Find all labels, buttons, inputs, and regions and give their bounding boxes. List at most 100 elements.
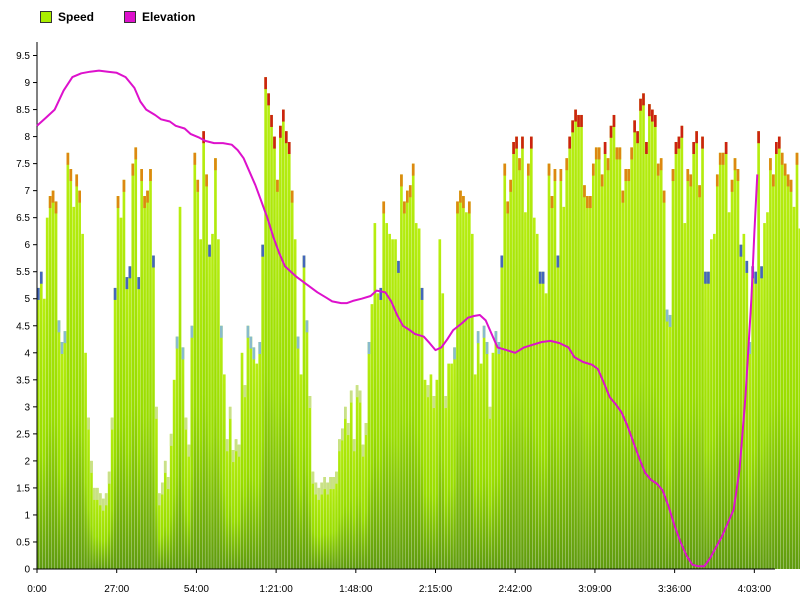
speed-bar (93, 487, 96, 569)
speed-bar (155, 406, 158, 569)
speed-bar (671, 169, 675, 569)
speed-bar (721, 152, 725, 570)
x-tick-label: 3:09:00 (578, 584, 612, 595)
speed-bar (107, 471, 111, 569)
speed-bar (287, 141, 291, 569)
speed-bar (261, 244, 265, 569)
speed-bar (524, 212, 527, 569)
legend-item-speed[interactable]: Speed (40, 10, 94, 24)
speed-bar (571, 120, 574, 569)
speed-bar (668, 314, 672, 569)
y-tick-label: 6 (24, 240, 30, 251)
speed-bar (624, 169, 628, 569)
speed-bar (196, 179, 200, 570)
speed-bar (417, 228, 421, 569)
x-tick-label: 3:36:00 (658, 584, 692, 595)
speed-bar (532, 217, 536, 569)
speed-bar (701, 136, 704, 570)
y-tick-label: 8.5 (16, 105, 30, 116)
speed-bar (255, 363, 259, 569)
x-tick-label: 2:15:00 (419, 584, 453, 595)
speed-bar (163, 460, 167, 569)
speed-bar (341, 428, 344, 569)
speed-bar (465, 212, 468, 569)
speed-bar (231, 450, 235, 569)
speed-bar (187, 444, 191, 569)
speed-bar (497, 341, 501, 569)
y-tick-label: 3.5 (16, 375, 30, 386)
speed-bar (792, 206, 796, 569)
speed-bar (39, 271, 43, 569)
speed-bar (544, 293, 548, 569)
speed-bar (568, 136, 572, 570)
speed-bar (760, 266, 763, 569)
speed-bar (314, 482, 318, 569)
speed-bar (757, 131, 760, 569)
speed-bar (131, 163, 135, 569)
speed-bar (609, 125, 613, 570)
x-tick-label: 2:42:00 (499, 584, 533, 595)
speed-bar (335, 471, 338, 569)
speed-bar (214, 158, 217, 569)
speed-bar (45, 217, 49, 569)
speed-bar (122, 179, 126, 570)
speed-bar (217, 239, 220, 570)
speed-bar (243, 385, 247, 569)
speed-bar (403, 201, 406, 569)
speed-bar (406, 190, 409, 569)
speed-bar (160, 482, 164, 569)
speed-bar (748, 341, 752, 569)
speed-bar (326, 482, 329, 569)
speed-bar (789, 179, 793, 570)
speed-bar (766, 212, 769, 569)
speed-bar (225, 439, 229, 569)
speed-bar (713, 233, 716, 569)
speed-bar (435, 379, 439, 569)
speed-bar (264, 77, 267, 569)
speed-bar (630, 147, 634, 569)
y-tick-label: 2.5 (16, 429, 30, 440)
speed-bar (692, 141, 696, 569)
speed-bar (296, 336, 300, 569)
speed-bar (140, 169, 143, 569)
speed-bar (565, 158, 569, 569)
speed-bar (683, 223, 687, 570)
speed-bar (116, 196, 120, 570)
legend-swatch-speed (40, 11, 52, 23)
speed-bar (190, 325, 194, 569)
speed-bar (751, 266, 755, 569)
speed-bar (577, 114, 580, 569)
speed-bar (656, 163, 660, 569)
speed-bar (429, 374, 433, 569)
speed-bar (293, 239, 297, 570)
speed-bar (228, 406, 232, 569)
speed-bar (677, 136, 681, 570)
speed-bar (57, 320, 61, 569)
speed-bar (391, 239, 394, 570)
legend-item-elevation[interactable]: Elevation (124, 10, 195, 24)
speed-bar (143, 196, 146, 570)
speed-bar (400, 174, 403, 569)
speed-bar (408, 185, 412, 569)
speed-bar (606, 158, 610, 569)
speed-bar (491, 352, 495, 569)
y-tick-label: 5 (24, 294, 30, 305)
speed-bar (509, 179, 512, 570)
speed-bar (166, 477, 170, 569)
speed-bar (169, 433, 173, 569)
speed-bar (456, 201, 459, 569)
speed-bar (258, 341, 262, 569)
speed-bar (727, 212, 731, 569)
speed-bar (739, 244, 743, 569)
speed-bar (527, 163, 530, 569)
speed-bar (279, 125, 282, 570)
speed-bar (379, 287, 383, 569)
speed-bar (547, 163, 551, 569)
speed-bar (376, 293, 380, 569)
speed-bar (394, 239, 397, 570)
speed-bar (317, 487, 321, 569)
speed-bar (290, 190, 294, 569)
speed-bar (184, 417, 188, 569)
y-tick-label: 1.5 (16, 483, 30, 494)
y-tick-label: 0.5 (16, 537, 30, 548)
